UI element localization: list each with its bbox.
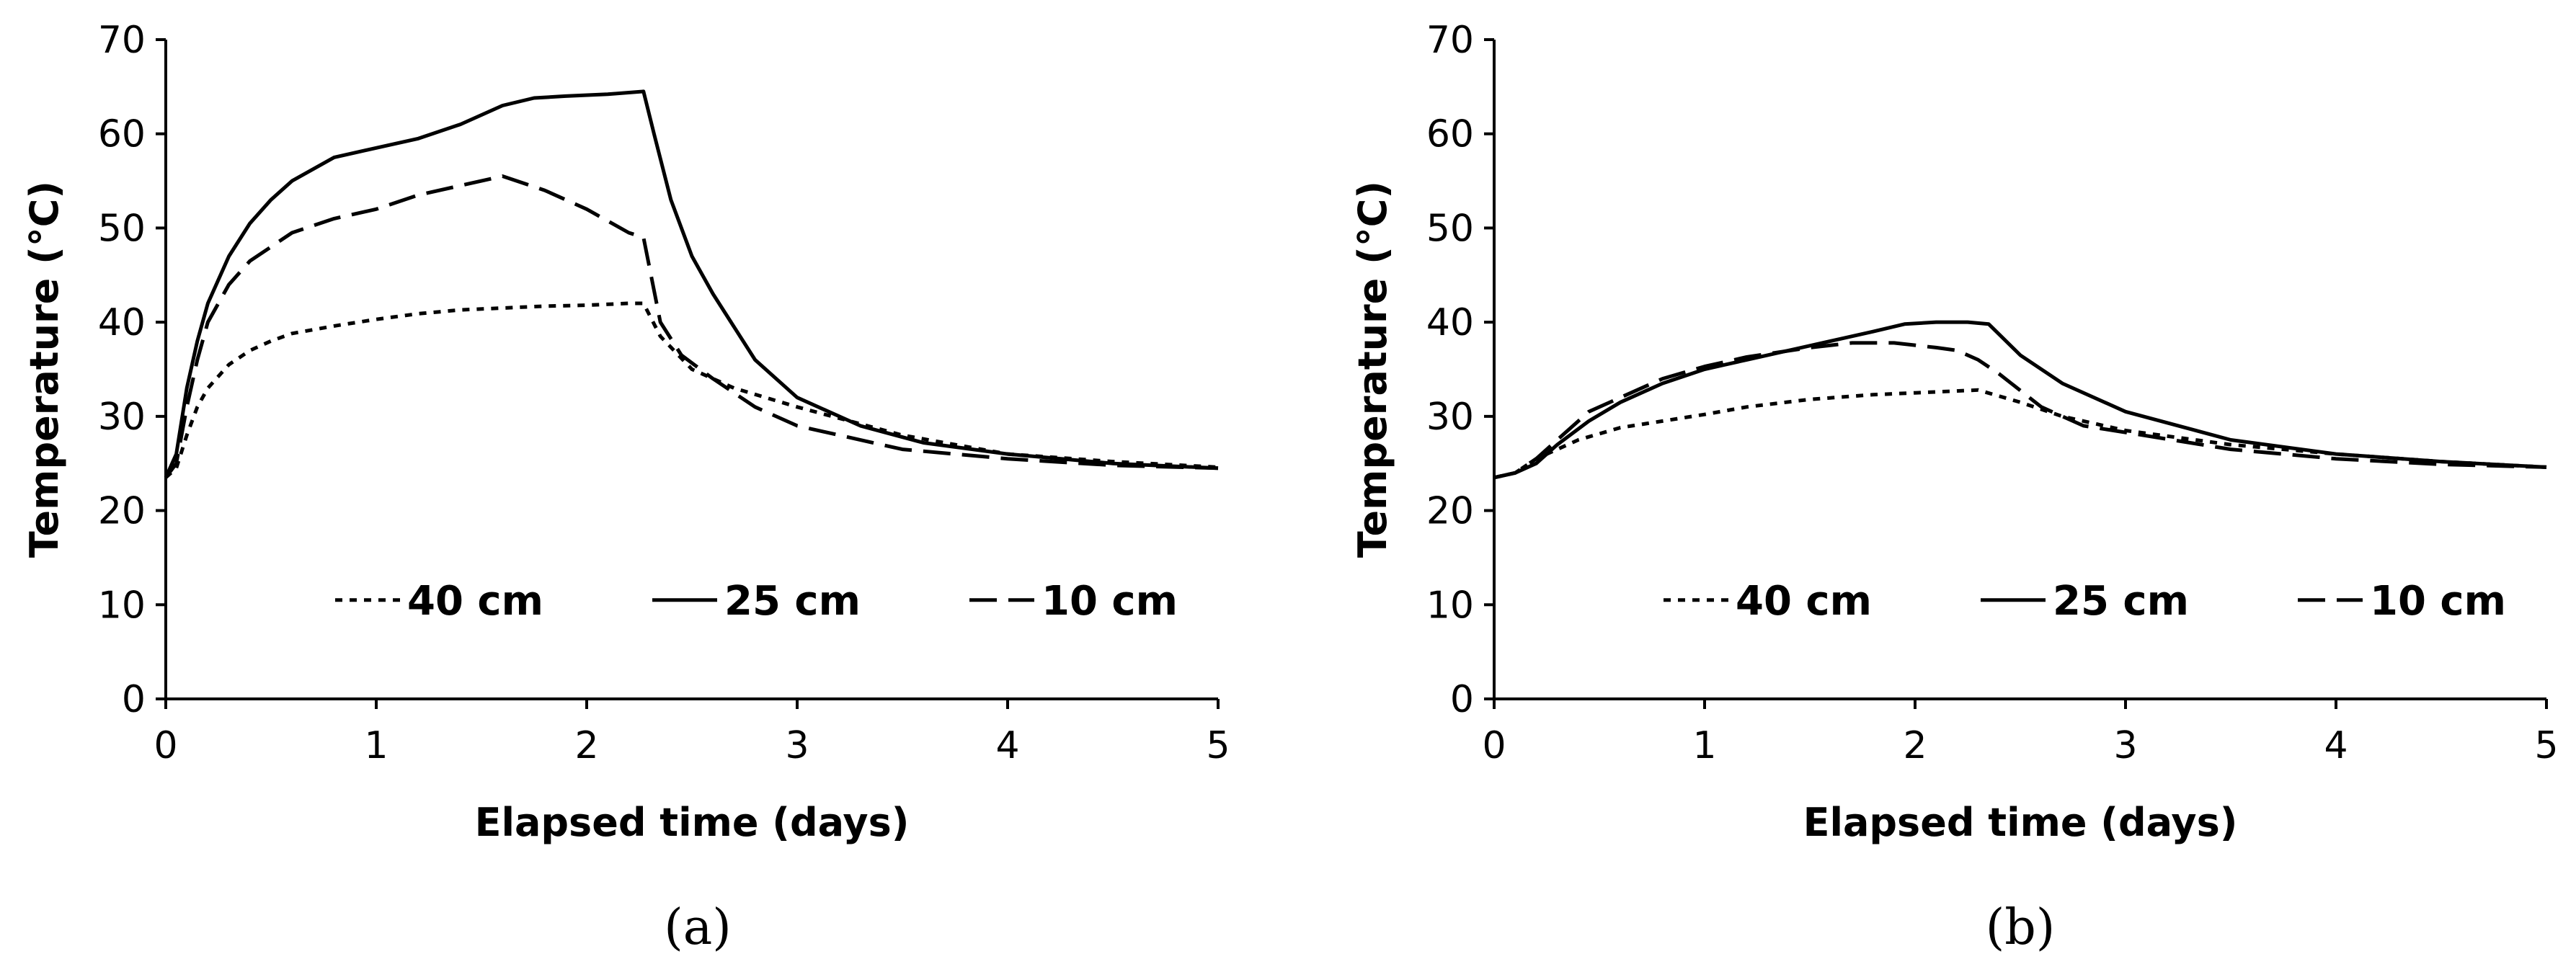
chart-b-xtick-label: 5 <box>2534 724 2558 767</box>
chart-a-y-axis-title: Temperature (°C) <box>22 181 67 558</box>
chart-a-xtick-label: 5 <box>1206 724 1230 767</box>
chart-a-ytick-label: 0 <box>122 678 146 721</box>
chart-a-ytick-label: 40 <box>98 301 146 344</box>
chart-b-ytick-label: 40 <box>1426 301 1474 344</box>
chart-b-ytick-label: 30 <box>1426 396 1474 439</box>
chart-a-xtick-label: 1 <box>364 724 388 767</box>
chart-a-ytick-label: 20 <box>98 490 146 533</box>
chart-b-panel-label: (b) <box>1986 899 2056 956</box>
chart-a-xtick-label: 0 <box>154 724 177 767</box>
chart-a-x-axis-title: Elapsed time (days) <box>475 800 910 845</box>
chart-a-series-10cm-line <box>164 174 1219 479</box>
chart-a-ytick-label: 70 <box>98 19 146 62</box>
chart-b-legend-label: 10 cm <box>2370 578 2506 625</box>
chart-a-legend-label: 40 cm <box>407 578 543 625</box>
chart-a-series-25cm-line <box>164 89 1219 478</box>
chart-a-ytick-label: 30 <box>98 396 146 439</box>
chart-b-ytick-label: 0 <box>1450 678 1474 721</box>
chart-a-legend-label: 10 cm <box>1041 578 1178 625</box>
chart-a-panel-label: (a) <box>664 899 732 956</box>
chart-b-series-25cm-line <box>1493 320 2547 480</box>
chart-a-ytick-label: 50 <box>98 207 146 250</box>
chart-b-ytick-label: 60 <box>1426 113 1474 156</box>
chart-b-xtick-label: 4 <box>2324 724 2348 767</box>
chart-b-series-10cm-line <box>1493 341 2547 480</box>
chart-a-xtick-label: 3 <box>785 724 809 767</box>
chart-b-legend-label: 25 cm <box>2053 578 2189 625</box>
chart-b-xtick-label: 3 <box>2113 724 2137 767</box>
chart-a-legend-label: 25 cm <box>724 578 861 625</box>
chart-b-x-axis-title: Elapsed time (days) <box>1803 800 2238 845</box>
chart-b-y-axis-title: Temperature (°C) <box>1350 181 1395 558</box>
chart-a-series-40cm-line <box>164 301 1219 479</box>
chart-b-xtick-label: 1 <box>1692 724 1716 767</box>
chart-b-ytick-label: 70 <box>1426 19 1474 62</box>
chart-b-ytick-label: 10 <box>1426 584 1474 627</box>
chart-b-ytick-label: 20 <box>1426 490 1474 533</box>
chart-a-xtick-label: 4 <box>995 724 1019 767</box>
chart-b-series-40cm-line <box>1493 388 2547 480</box>
chart-a-ytick-label: 60 <box>98 113 146 156</box>
chart-b-xtick-label: 0 <box>1482 724 1506 767</box>
chart-b-legend-label: 40 cm <box>1736 578 1872 625</box>
chart-b-ytick-label: 50 <box>1426 207 1474 250</box>
chart-b-xtick-label: 2 <box>1903 724 1927 767</box>
chart-a-ytick-label: 10 <box>98 584 146 627</box>
chart-a-xtick-label: 2 <box>574 724 598 767</box>
